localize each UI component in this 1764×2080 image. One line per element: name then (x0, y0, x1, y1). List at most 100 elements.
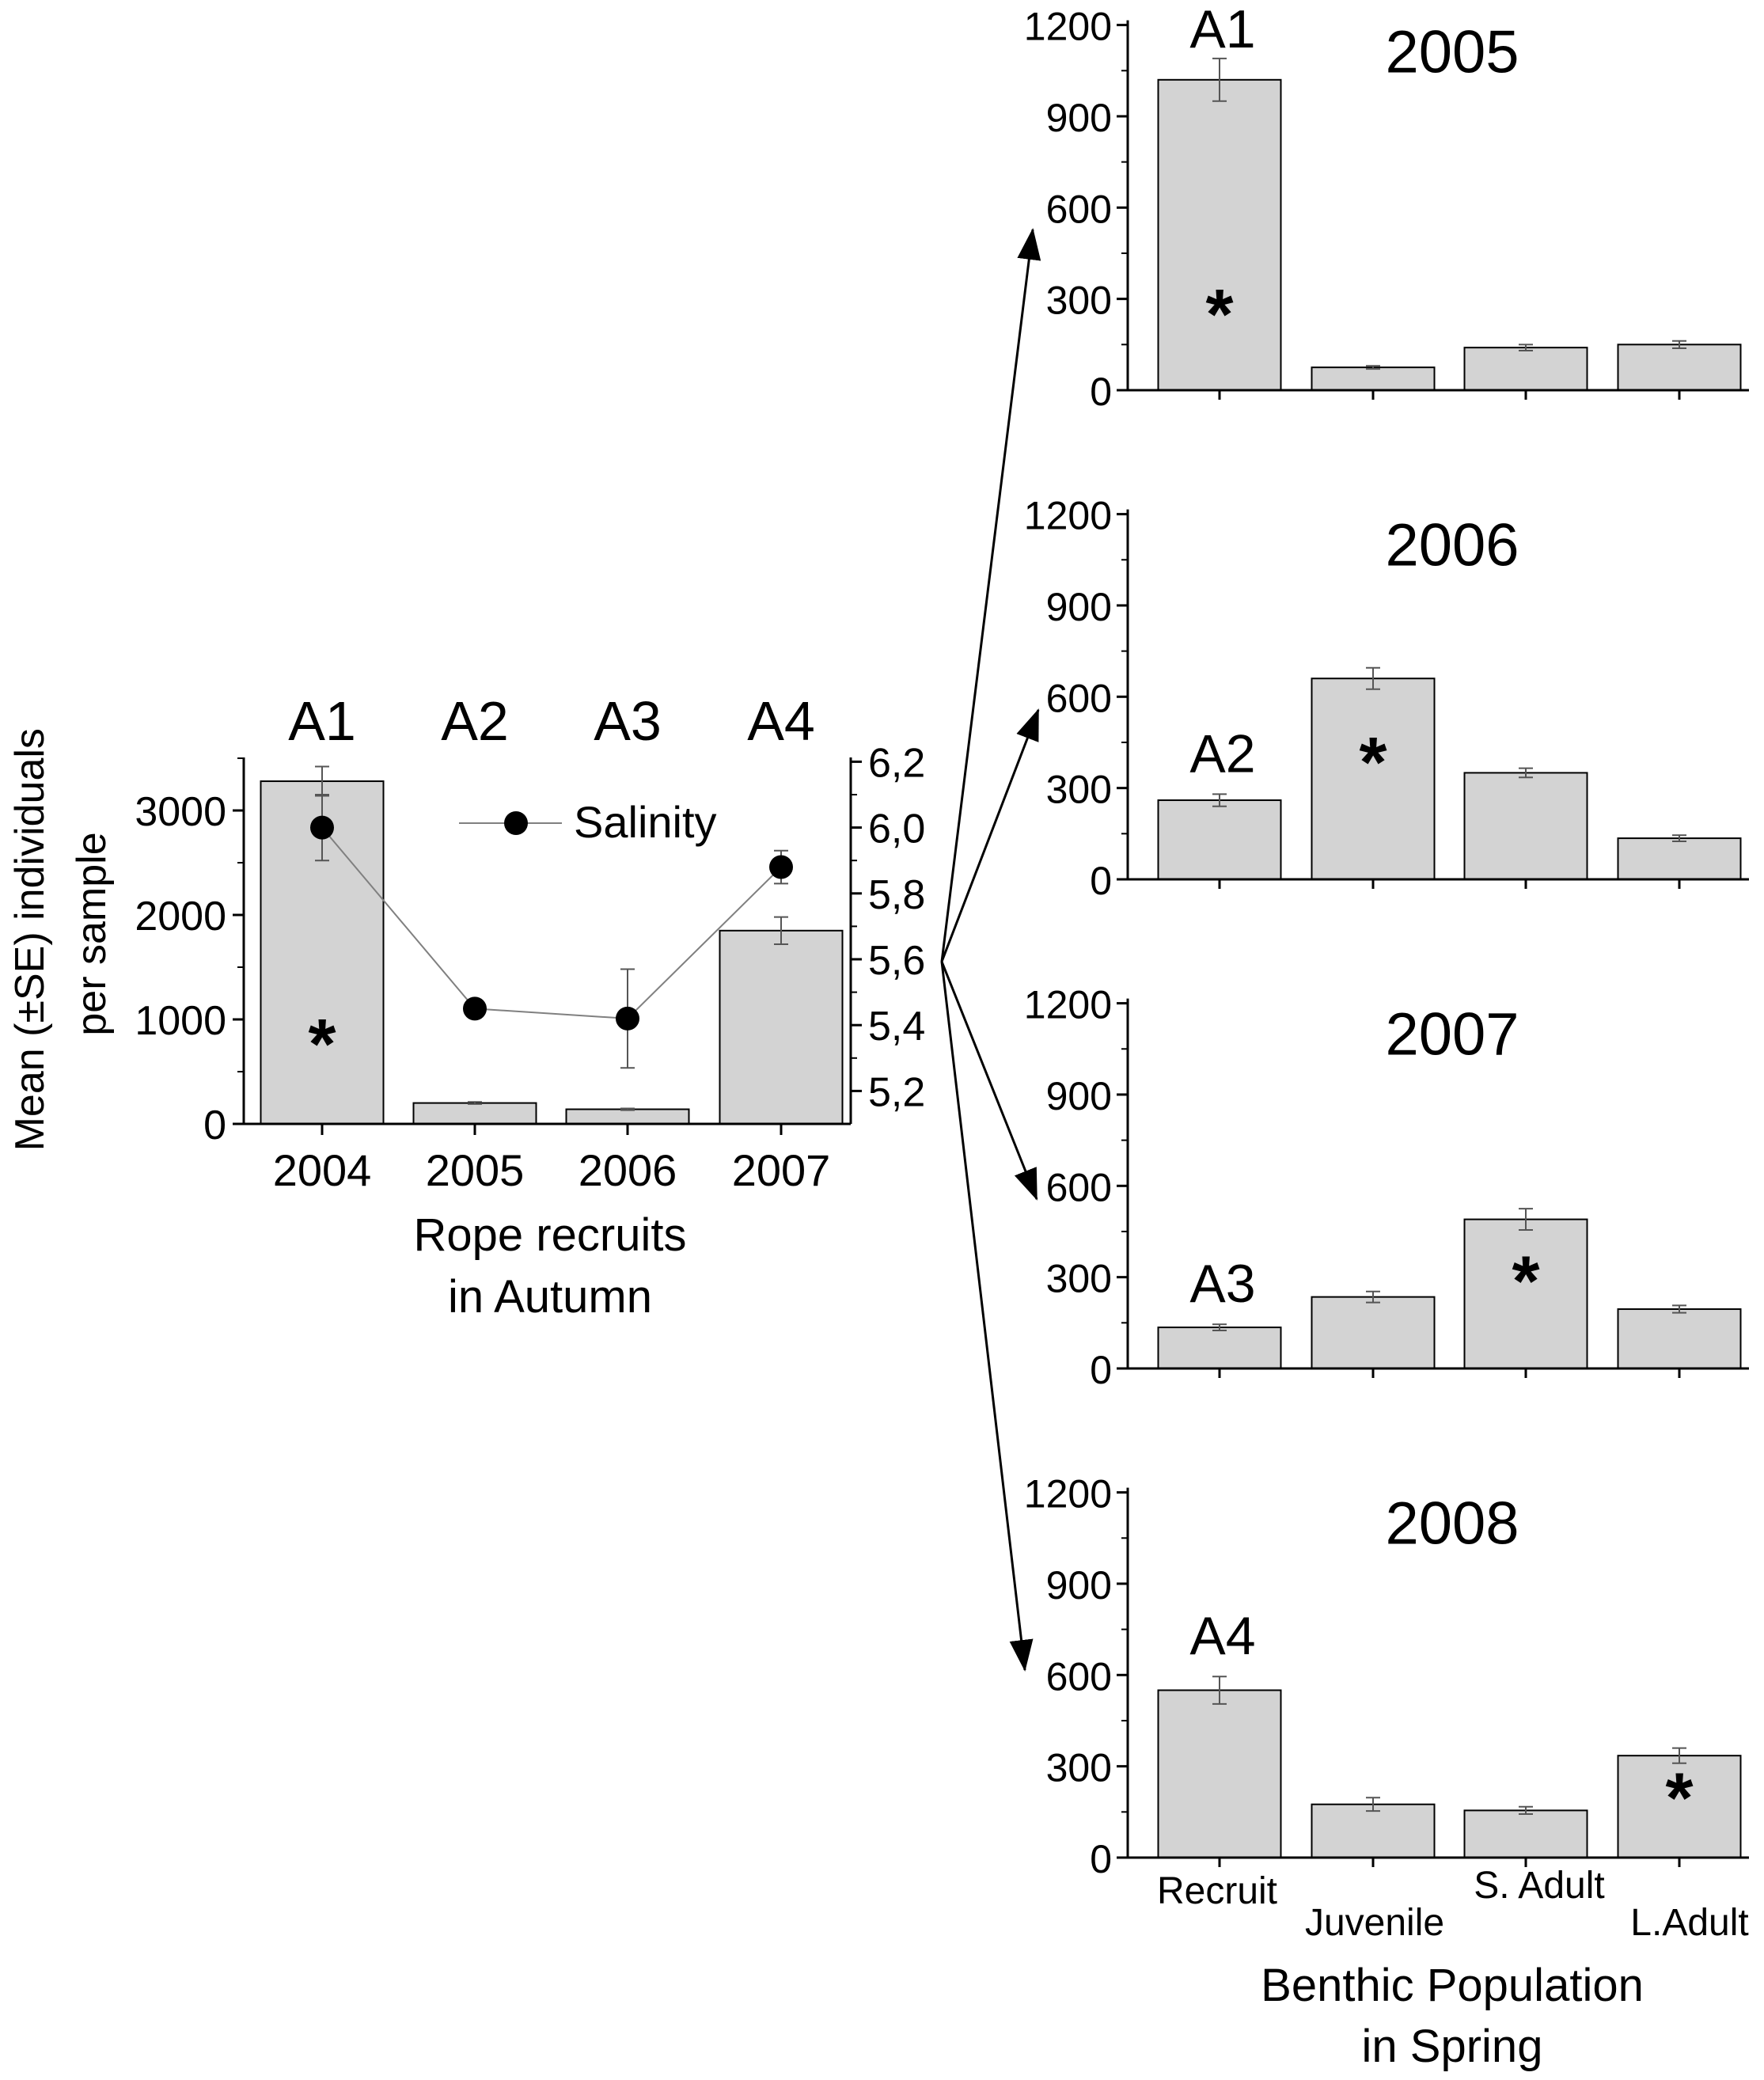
panel-2008-y-tick-label-1200: 1200 (1024, 1472, 1112, 1516)
left-y-tick-label-3000: 3000 (135, 789, 226, 835)
left-ylabel-line-2: per sample (69, 832, 115, 1035)
category-label-recruit: Recruit (1157, 1870, 1277, 1912)
panel-2007-bar-Recruit (1157, 1327, 1282, 1370)
secondary-y-tick-label-3: 5,8 (868, 872, 925, 918)
secondary-y-tick-label-0: 5,2 (868, 1069, 925, 1115)
arrow-to-2006 (940, 708, 1040, 962)
panel-2005-y-tick-label-600: 600 (1046, 187, 1112, 231)
panel-2006-bar-L.Adult (1617, 837, 1742, 881)
panel-2006-bar-Recruit (1157, 799, 1282, 881)
category-label-juvenile: Juvenile (1305, 1902, 1444, 1944)
category-label-s--adult: S. Adult (1474, 1865, 1604, 1907)
panel-2006-y-tick-label-1200: 1200 (1024, 494, 1112, 538)
left-ylabel: Mean (±SE) individuals per sample (7, 717, 115, 1152)
spring-panels: * 0 300 600 900 1200 2005 A1 * 0 300 600 900 1200 2006… (1024, 0, 1749, 1944)
left-x-ticks: 2004 2005 2006 2007 (273, 1124, 830, 1195)
left-y-tick-label-1000: 1000 (135, 998, 226, 1044)
left-y-tick-label-0: 0 (203, 1103, 226, 1148)
left-x-tick-label-2004: 2004 (273, 1145, 372, 1195)
panel-2007-bar-L.Adult (1617, 1308, 1742, 1369)
panel-2006-significance: * (1359, 723, 1387, 803)
panel-2007-y-tick-label-600: 600 (1046, 1165, 1112, 1209)
left-bars (260, 780, 844, 1125)
panel-2005-y-tick-label-0: 0 (1090, 370, 1112, 414)
left-y-ticks: 0 1000 2000 3000 (135, 757, 244, 1148)
left-x-tick-label-2006: 2006 (579, 1145, 677, 1195)
left-annotation-A1: A1 (288, 690, 356, 752)
panel-2005-y-tick-label-300: 300 (1046, 279, 1112, 323)
right-xlabel-line-2: in Spring (1362, 2021, 1543, 2072)
panel-2007-y-tick-label-900: 900 (1046, 1074, 1112, 1118)
panel-2007-bar-S. Adult (1463, 1218, 1588, 1369)
secondary-y-tick-label-2: 5,6 (868, 938, 925, 984)
right-xlabel-line-1: Benthic Population (1261, 1960, 1644, 2011)
panel-2005-bar-Juvenile (1311, 366, 1436, 392)
panel-2007-bar-Juvenile (1311, 1296, 1436, 1369)
connector-arrows (940, 228, 1041, 1672)
panel-2008-bar-Recruit (1157, 1689, 1282, 1858)
secondary-y-tick-label-1: 5,4 (868, 1004, 925, 1049)
panel-2005-significance: * (1205, 275, 1233, 355)
panel-2008-bar-Juvenile (1311, 1803, 1436, 1858)
panel-2005-title: 2005 (1385, 19, 1519, 86)
left-y-tick-label-2000: 2000 (135, 894, 226, 939)
spring-panel-2006: * 0 300 600 900 1200 2006 A2 (1024, 494, 1749, 903)
panel-2008-y-tick-label-0: 0 (1090, 1837, 1112, 1881)
left-significance-2004: * (308, 1005, 336, 1084)
left-annotations: A1 * A2 A3 A4 (288, 690, 815, 1084)
salinity-series (310, 794, 793, 1069)
panel-2008-annotation: A4 (1189, 1606, 1255, 1666)
category-label-l-adult: L.Adult (1630, 1902, 1748, 1944)
left-annotation-A3: A3 (594, 690, 662, 752)
salinity-line (321, 826, 782, 1019)
spring-panel-2008: * 0 300 600 900 1200 2008 A4 (1024, 1472, 1749, 1881)
arrow-to-2005 (940, 228, 1041, 962)
left-xlabel-line-2: in Autumn (448, 1271, 652, 1323)
left-x-tick-label-2005: 2005 (426, 1145, 525, 1195)
left-annotation-A4: A4 (747, 690, 815, 752)
panel-2008-title: 2008 (1385, 1490, 1519, 1558)
spring-panel-2007: * 0 300 600 900 1200 2007 A3 (1024, 983, 1749, 1392)
salinity-point-2007 (769, 855, 793, 879)
panel-2008-bar-S. Adult (1463, 1809, 1588, 1859)
panel-2007-y-tick-label-300: 300 (1046, 1257, 1112, 1301)
panel-2008-y-tick-label-600: 600 (1046, 1654, 1112, 1699)
panel-2006-bar-Juvenile (1311, 678, 1436, 880)
panel-2008-bar-L.Adult (1617, 1755, 1742, 1858)
panel-2005-bar-L.Adult (1617, 344, 1742, 392)
legend: Salinity (459, 797, 717, 847)
legend-label: Salinity (574, 797, 717, 847)
legend-marker (504, 811, 528, 835)
left-bar-2006 (565, 1108, 690, 1125)
left-error-bars (315, 765, 788, 1111)
panel-2007-y-tick-label-1200: 1200 (1024, 983, 1112, 1027)
salinity-point-2005 (463, 996, 487, 1021)
left-xlabel-line-1: Rope recruits (414, 1209, 687, 1261)
panel-2006-y-tick-label-0: 0 (1090, 859, 1112, 903)
panel-2006-title: 2006 (1385, 512, 1519, 579)
panel-2005-annotation: A1 (1189, 0, 1255, 59)
panel-2006-y-tick-label-300: 300 (1046, 768, 1112, 812)
panel-2006-y-tick-label-600: 600 (1046, 676, 1112, 720)
panel-2006-bar-S. Adult (1463, 772, 1588, 880)
arrow-to-2007 (940, 961, 1038, 1201)
panel-2005-y-tick-label-1200: 1200 (1024, 5, 1112, 49)
panel-2005-bar-S. Adult (1463, 347, 1588, 392)
left-axis (242, 757, 852, 1125)
secondary-y-tick-label-5: 6,2 (868, 740, 925, 786)
panel-2008-significance: * (1665, 1759, 1693, 1838)
panel-2007-title: 2007 (1385, 1001, 1519, 1068)
panel-2008-y-tick-label-300: 300 (1046, 1746, 1112, 1790)
left-bar-2007 (719, 929, 844, 1125)
salinity-point-2004 (310, 815, 334, 840)
left-bar-2005 (412, 1102, 537, 1125)
left-annotation-A2: A2 (441, 690, 509, 752)
panel-2005-y-tick-label-900: 900 (1046, 96, 1112, 140)
panel-2006-annotation: A2 (1189, 723, 1255, 784)
arrow-to-2008 (940, 961, 1034, 1672)
panel-2007-significance: * (1512, 1243, 1539, 1322)
salinity-point-2006 (616, 1006, 639, 1031)
left-secondary-ticks: 5,2 5,4 5,6 5,8 6,0 6,2 (851, 740, 925, 1115)
